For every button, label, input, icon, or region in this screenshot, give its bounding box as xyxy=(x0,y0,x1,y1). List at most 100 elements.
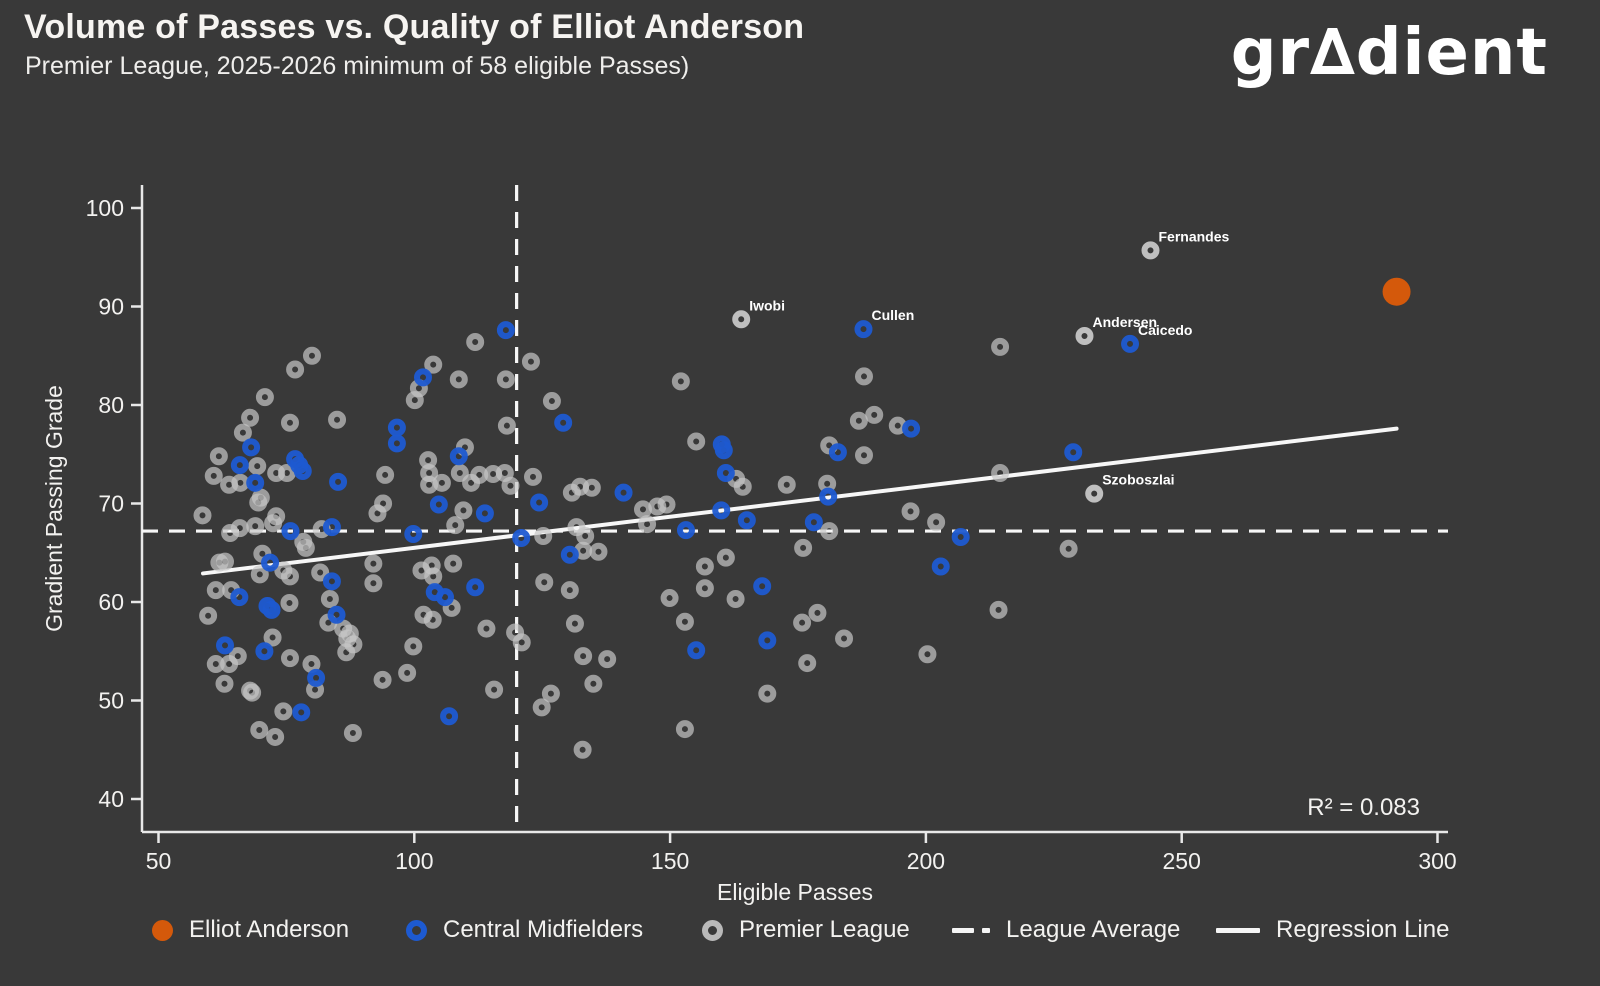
r-squared-label: R² = 0.083 xyxy=(1307,794,1420,821)
data-point xyxy=(215,674,234,693)
legend-label: Elliot Anderson xyxy=(189,916,350,943)
point-label: Cullen xyxy=(871,307,914,323)
data-point xyxy=(512,528,531,547)
data-point xyxy=(337,643,356,662)
data-point xyxy=(470,465,489,484)
chart-legend: Elliot Anderson Central Midfielders Prem… xyxy=(0,908,1600,952)
data-point xyxy=(576,527,595,546)
y-tick-label: 80 xyxy=(98,392,124,418)
data-point xyxy=(266,727,285,746)
y-tick-label: 90 xyxy=(98,294,124,320)
point-label: Fernandes xyxy=(1158,228,1229,244)
chart-title: Volume of Passes vs. Quality of Elliot A… xyxy=(24,8,805,46)
data-point xyxy=(714,441,733,460)
data-point xyxy=(322,518,341,537)
y-tick-label: 100 xyxy=(86,195,124,221)
data-point xyxy=(302,346,321,365)
data-point xyxy=(233,423,252,442)
data-point xyxy=(582,478,601,497)
data-point xyxy=(927,513,946,532)
data-point xyxy=(530,493,549,512)
data-point xyxy=(589,542,608,561)
data-point xyxy=(446,516,465,535)
data-point xyxy=(676,521,695,540)
y-tick-label: 60 xyxy=(98,589,124,615)
data-point xyxy=(450,463,469,482)
data-point xyxy=(435,588,454,607)
data-point xyxy=(466,332,485,351)
data-point xyxy=(424,355,443,374)
data-point xyxy=(206,581,225,600)
x-axis-title: Eligible Passes xyxy=(717,879,873,905)
legend-label: Regression Line xyxy=(1276,916,1450,943)
data-point xyxy=(255,388,274,407)
gray-ring-icon xyxy=(702,919,723,941)
data-point xyxy=(532,698,551,717)
data-point xyxy=(902,419,921,438)
data-point xyxy=(444,554,463,573)
x-tick-label: 300 xyxy=(1418,848,1456,874)
data-point xyxy=(477,619,496,638)
data-point xyxy=(296,538,315,557)
data-point xyxy=(820,522,839,541)
data-point xyxy=(485,680,504,699)
data-point xyxy=(657,495,676,514)
data-point xyxy=(230,588,249,607)
data-point xyxy=(560,581,579,600)
data-point xyxy=(255,642,274,661)
data-point xyxy=(1085,484,1104,503)
data-point xyxy=(364,574,383,593)
data-point xyxy=(328,410,347,429)
data-point xyxy=(989,600,1008,619)
data-point xyxy=(204,466,223,485)
legend-label: League Average xyxy=(1006,916,1181,943)
data-point xyxy=(1059,539,1078,558)
y-axis: 40 50 60 70 80 90 100 xyxy=(86,195,142,812)
data-point xyxy=(660,589,679,608)
legend-item-elliot-anderson: Elliot Anderson xyxy=(152,908,349,952)
data-point xyxy=(521,352,540,371)
data-point xyxy=(758,631,777,650)
data-point xyxy=(423,610,442,629)
data-point xyxy=(246,473,265,492)
logo-text-dient: dient xyxy=(1355,16,1548,90)
data-point xyxy=(387,418,406,437)
blue-ring-icon xyxy=(406,919,427,941)
data-point xyxy=(804,513,823,532)
y-axis-title: Gradient Passing Grade xyxy=(41,385,67,632)
data-point xyxy=(364,554,383,573)
gradient-logo: gr∆dient xyxy=(1231,10,1548,96)
data-point xyxy=(828,443,847,462)
data-point xyxy=(496,321,515,340)
data-point xyxy=(424,567,443,586)
data-point xyxy=(374,494,393,513)
data-point xyxy=(243,683,262,702)
data-point xyxy=(567,518,586,537)
point-label: Iwobi xyxy=(749,297,785,313)
data-point xyxy=(849,411,868,430)
data-point xyxy=(267,507,286,526)
data-point xyxy=(280,567,299,586)
x-axis: 50 100 150 200 250 300 xyxy=(146,832,1457,874)
data-point xyxy=(865,405,884,424)
data-point xyxy=(1064,443,1083,462)
legend-label: Premier League xyxy=(739,916,910,943)
data-point xyxy=(454,501,473,520)
data-point xyxy=(534,527,553,546)
data-point xyxy=(248,457,267,476)
data-point xyxy=(633,500,652,519)
data-point xyxy=(501,476,520,495)
regression-line xyxy=(201,426,1399,576)
data-point xyxy=(246,517,265,536)
data-point xyxy=(413,368,432,387)
data-point xyxy=(209,447,228,466)
dashed-line-icon xyxy=(952,927,990,933)
legend-item-premier-league: Premier League xyxy=(702,908,910,952)
data-point xyxy=(432,473,451,492)
data-point xyxy=(554,413,573,432)
axes xyxy=(140,185,1448,834)
data-point xyxy=(758,684,777,703)
data-point xyxy=(598,650,617,669)
data-point xyxy=(387,434,406,453)
